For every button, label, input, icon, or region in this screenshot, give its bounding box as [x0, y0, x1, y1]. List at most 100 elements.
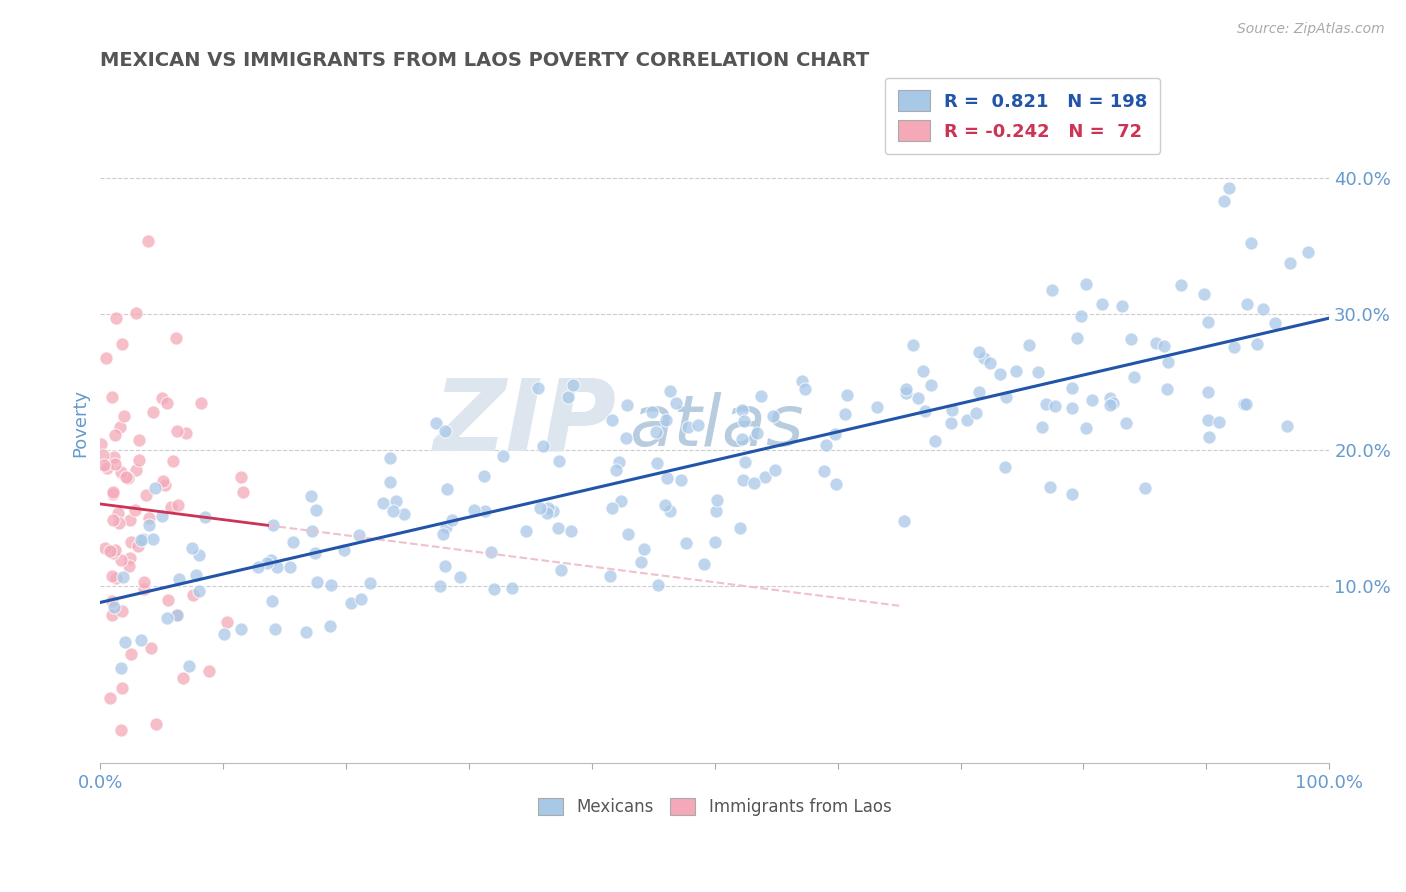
Point [616, 527, 638, 541]
Point [93, 458, 115, 472]
Point [215, 615, 238, 629]
Point [526, 381, 548, 395]
Point [188, 549, 211, 563]
Point [1156, 382, 1178, 396]
Point [1080, 392, 1102, 407]
Point [479, 545, 502, 559]
Point [671, 473, 693, 487]
Point [385, 493, 408, 508]
Point [166, 424, 188, 438]
Point [1208, 416, 1230, 430]
Point [973, 351, 995, 365]
Point [659, 504, 682, 518]
Point [686, 418, 709, 433]
Point [349, 528, 371, 542]
Point [893, 514, 915, 528]
Point [156, 396, 179, 410]
Point [305, 574, 328, 589]
Point [301, 524, 323, 538]
Point [607, 455, 630, 469]
Point [1246, 337, 1268, 351]
Point [1218, 180, 1240, 194]
Point [605, 463, 627, 477]
Y-axis label: Poverty: Poverty [72, 389, 89, 457]
Point [645, 456, 668, 470]
Point [118, 513, 141, 527]
Point [657, 471, 679, 485]
Point [1223, 340, 1246, 354]
Point [550, 563, 572, 577]
Point [429, 579, 451, 593]
Point [659, 384, 682, 398]
Point [371, 496, 394, 510]
Point [1119, 332, 1142, 346]
Point [231, 470, 253, 484]
Point [1123, 369, 1146, 384]
Point [754, 470, 776, 484]
Point [142, 532, 165, 546]
Point [101, 607, 124, 622]
Point [449, 570, 471, 584]
Point [654, 413, 676, 427]
Point [129, 533, 152, 548]
Point [294, 625, 316, 640]
Point [1060, 401, 1083, 415]
Point [305, 502, 328, 516]
Point [1212, 194, 1234, 208]
Point [742, 476, 765, 491]
Point [246, 560, 269, 574]
Point [762, 409, 785, 424]
Point [896, 383, 918, 397]
Point [484, 582, 506, 596]
Point [965, 406, 987, 420]
Point [190, 396, 212, 410]
Point [644, 425, 666, 439]
Point [547, 521, 569, 535]
Point [101, 546, 124, 560]
Point [150, 509, 173, 524]
Point [104, 458, 127, 472]
Point [157, 593, 180, 607]
Point [967, 345, 990, 359]
Point [436, 482, 458, 496]
Point [1028, 365, 1050, 379]
Point [1279, 256, 1302, 270]
Point [434, 520, 457, 534]
Point [1018, 337, 1040, 351]
Point [145, 481, 167, 495]
Point [150, 391, 173, 405]
Point [824, 426, 846, 441]
Point [120, 535, 142, 549]
Text: Source: ZipAtlas.com: Source: ZipAtlas.com [1237, 22, 1385, 37]
Point [815, 438, 838, 452]
Point [98, 690, 121, 705]
Point [120, 647, 142, 661]
Point [110, 661, 132, 675]
Point [440, 513, 463, 527]
Point [266, 560, 288, 574]
Point [1170, 277, 1192, 292]
Point [434, 425, 457, 439]
Text: MEXICAN VS IMMIGRANTS FROM LAOS POVERTY CORRELATION CHART: MEXICAN VS IMMIGRANTS FROM LAOS POVERTY … [100, 51, 869, 70]
Point [749, 389, 772, 403]
Point [763, 462, 786, 476]
Point [378, 475, 401, 489]
Point [1091, 297, 1114, 311]
Point [128, 453, 150, 467]
Point [333, 543, 356, 558]
Point [90, 436, 112, 450]
Point [181, 541, 204, 555]
Point [560, 524, 582, 538]
Point [101, 390, 124, 404]
Point [259, 553, 281, 567]
Point [124, 502, 146, 516]
Point [132, 582, 155, 597]
Point [110, 419, 132, 434]
Point [128, 433, 150, 447]
Point [263, 622, 285, 636]
Point [731, 432, 754, 446]
Point [600, 500, 623, 515]
Point [979, 357, 1001, 371]
Point [647, 578, 669, 592]
Point [1253, 302, 1275, 317]
